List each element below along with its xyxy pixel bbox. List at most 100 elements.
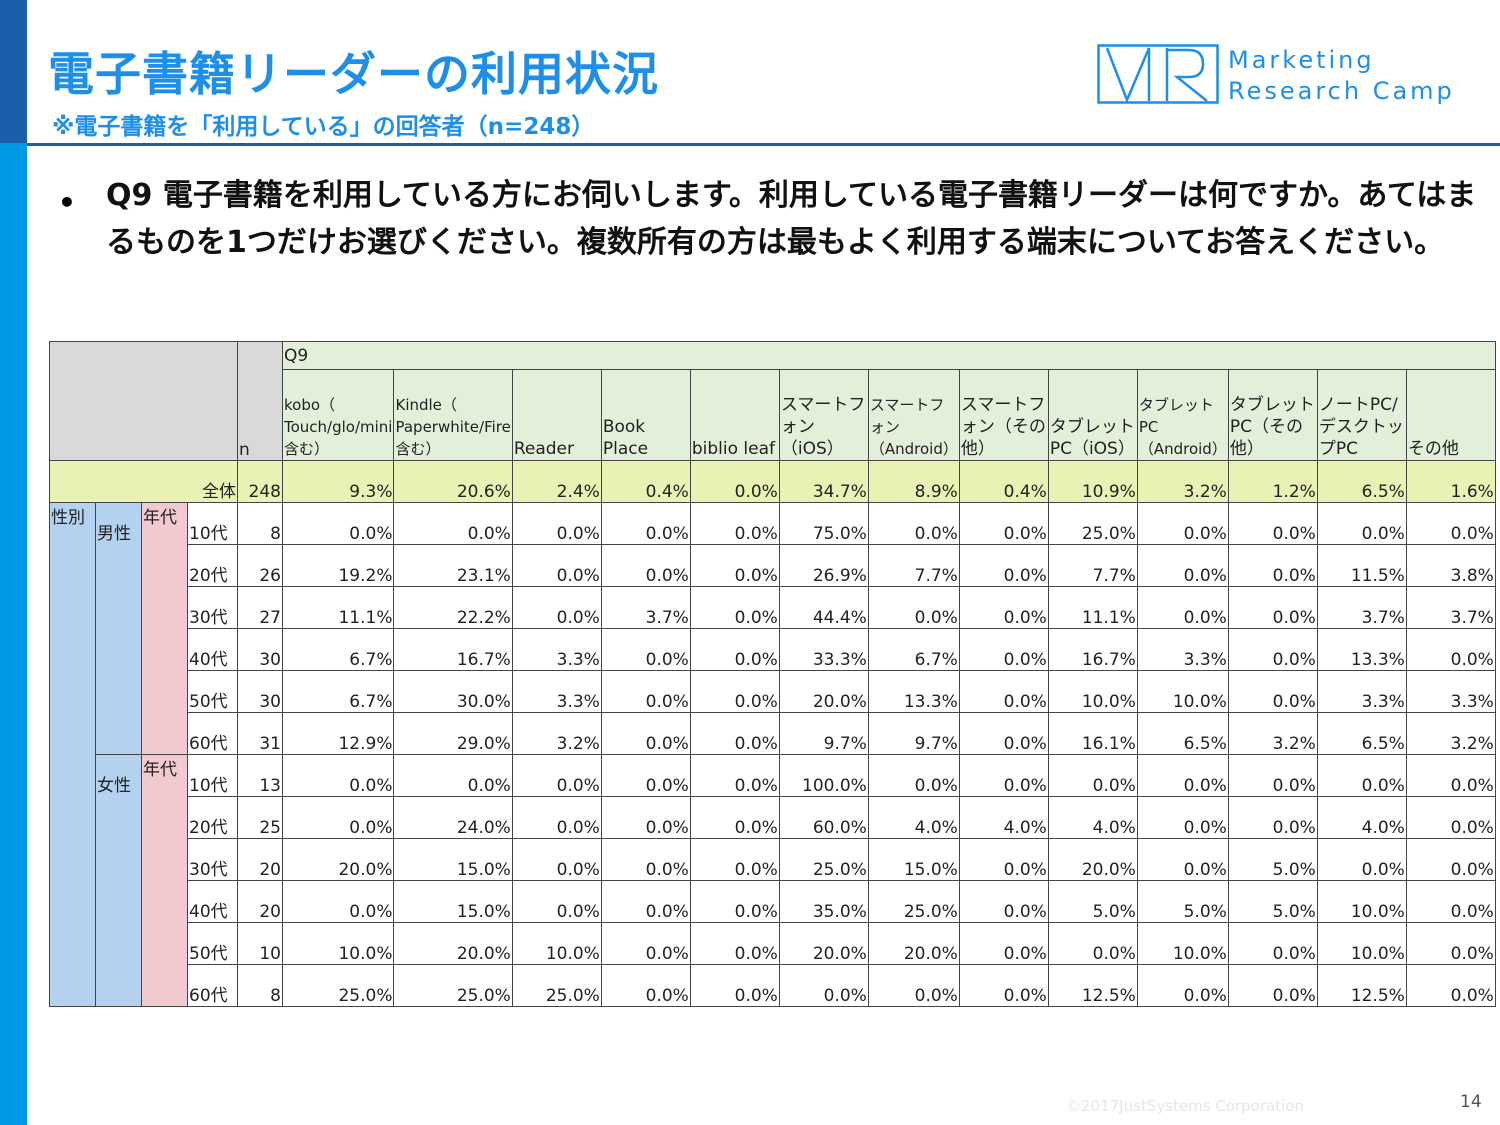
value-cell: 3.3% (511, 628, 602, 671)
value-cell: 7.7% (867, 544, 960, 587)
value-cell: 0.0% (511, 838, 602, 881)
table-row: 60代 31 12.9% 29.0% 3.2% 0.0% 0.0% 9.7% 9.7% 0.0% 1… (50, 712, 1496, 755)
total-cell: 1.2% (1227, 460, 1318, 503)
column-header: Reader (511, 369, 602, 461)
value-cell: 0.0% (1227, 922, 1318, 965)
value-cell: 0.0% (1227, 628, 1318, 671)
value-cell: 0.0% (1047, 922, 1138, 965)
total-label: 全体 (49, 460, 238, 503)
column-header: タブレット PC（その他） (1227, 369, 1318, 461)
age-label: 40代 (187, 628, 238, 671)
mr-logo-icon (1097, 44, 1219, 104)
value-cell: 0.0% (1405, 922, 1496, 965)
value-cell: 0.0% (281, 796, 395, 839)
value-cell: 0.0% (511, 502, 602, 545)
gender-label: 女性 (95, 754, 142, 1007)
total-cell: 0.4% (958, 460, 1049, 503)
seibetsu-label: 性別 (49, 502, 96, 1007)
age-label: 30代 (187, 586, 238, 629)
value-cell: 0.0% (511, 796, 602, 839)
value-cell: 26.9% (778, 544, 869, 587)
value-cell: 0.0% (393, 502, 513, 545)
table-row: 20代 26 19.2% 23.1% 0.0% 0.0% 0.0% 26.9% 7.7% 0.0%… (50, 544, 1496, 587)
value-cell: 35.0% (778, 880, 869, 923)
value-cell: 11.1% (281, 586, 395, 629)
n-cell: 27 (237, 586, 283, 629)
value-cell: 20.0% (393, 922, 513, 965)
value-cell: 0.0% (1227, 544, 1318, 587)
value-cell: 0.0% (867, 964, 960, 1007)
value-cell: 0.0% (1316, 754, 1407, 797)
value-cell: 11.5% (1316, 544, 1407, 587)
value-cell: 0.0% (1316, 502, 1407, 545)
table-row: 20代 25 0.0% 24.0% 0.0% 0.0% 0.0% 60.0% 4.0% 4.0% 4… (50, 796, 1496, 839)
value-cell: 0.0% (1136, 502, 1229, 545)
value-cell: 5.0% (1227, 880, 1318, 923)
total-cell: 0.0% (689, 460, 780, 503)
age-label: 60代 (187, 964, 238, 1007)
value-cell: 20.0% (281, 838, 395, 881)
age-label: 50代 (187, 670, 238, 713)
age-label: 20代 (187, 544, 238, 587)
value-cell: 3.3% (1316, 670, 1407, 713)
page-subtitle: ※電子書籍を「利用している」の回答者（n=248） (52, 114, 595, 140)
value-cell: 20.0% (778, 670, 869, 713)
brand-logo: Marketing Research Camp (1097, 44, 1477, 106)
value-cell: 0.0% (1405, 502, 1496, 545)
total-cell: 2.4% (511, 460, 602, 503)
value-cell: 25.0% (867, 880, 960, 923)
column-header: ノートPC/デスクトップPC (1316, 369, 1407, 461)
value-cell: 0.0% (281, 754, 395, 797)
column-header: Kindle（ Paperwhite/Fire 含む） (393, 369, 513, 461)
total-cell: 20.6% (393, 460, 513, 503)
value-cell: 33.3% (778, 628, 869, 671)
column-header: biblio leaf (689, 369, 780, 461)
value-cell: 24.0% (393, 796, 513, 839)
n-cell: 26 (237, 544, 283, 587)
value-cell: 4.0% (1047, 796, 1138, 839)
n-cell: 30 (237, 670, 283, 713)
value-cell: 0.0% (600, 796, 691, 839)
value-cell: 0.0% (1227, 964, 1318, 1007)
age-label: 60代 (187, 712, 238, 755)
value-cell: 0.0% (1405, 628, 1496, 671)
value-cell: 6.7% (867, 628, 960, 671)
value-cell: 5.0% (1227, 838, 1318, 881)
value-cell: 3.3% (1405, 670, 1496, 713)
bullet-icon: • (58, 186, 76, 219)
value-cell: 0.0% (511, 754, 602, 797)
value-cell: 100.0% (778, 754, 869, 797)
n-cell: 30 (237, 628, 283, 671)
column-header: スマートフォン（iOS） (778, 369, 869, 461)
value-cell: 0.0% (958, 502, 1049, 545)
left-accent-bar-top (0, 0, 27, 143)
value-cell: 60.0% (778, 796, 869, 839)
value-cell: 9.7% (867, 712, 960, 755)
logo-text: Marketing Research Camp (1228, 45, 1455, 107)
value-cell: 0.0% (600, 628, 691, 671)
value-cell: 0.0% (1136, 838, 1229, 881)
value-cell: 0.0% (600, 880, 691, 923)
value-cell: 0.0% (600, 502, 691, 545)
value-cell: 0.0% (689, 754, 780, 797)
value-cell: 10.0% (1316, 880, 1407, 923)
n-cell: 25 (237, 796, 283, 839)
value-cell: 3.2% (1227, 712, 1318, 755)
logo-line-2: Research Camp (1228, 77, 1455, 105)
value-cell: 0.0% (1136, 964, 1229, 1007)
value-cell: 3.7% (1405, 586, 1496, 629)
value-cell: 16.1% (1047, 712, 1138, 755)
value-cell: 12.5% (1316, 964, 1407, 1007)
value-cell: 0.0% (511, 880, 602, 923)
n-cell: 8 (237, 502, 283, 545)
value-cell: 19.2% (281, 544, 395, 587)
value-cell: 23.1% (393, 544, 513, 587)
value-cell: 9.7% (778, 712, 869, 755)
value-cell: 0.0% (689, 712, 780, 755)
value-cell: 3.3% (511, 670, 602, 713)
value-cell: 30.0% (393, 670, 513, 713)
n-cell: 20 (237, 838, 283, 881)
value-cell: 0.0% (778, 964, 869, 1007)
nendai-label: 年代 (141, 502, 188, 755)
value-cell: 0.0% (393, 754, 513, 797)
